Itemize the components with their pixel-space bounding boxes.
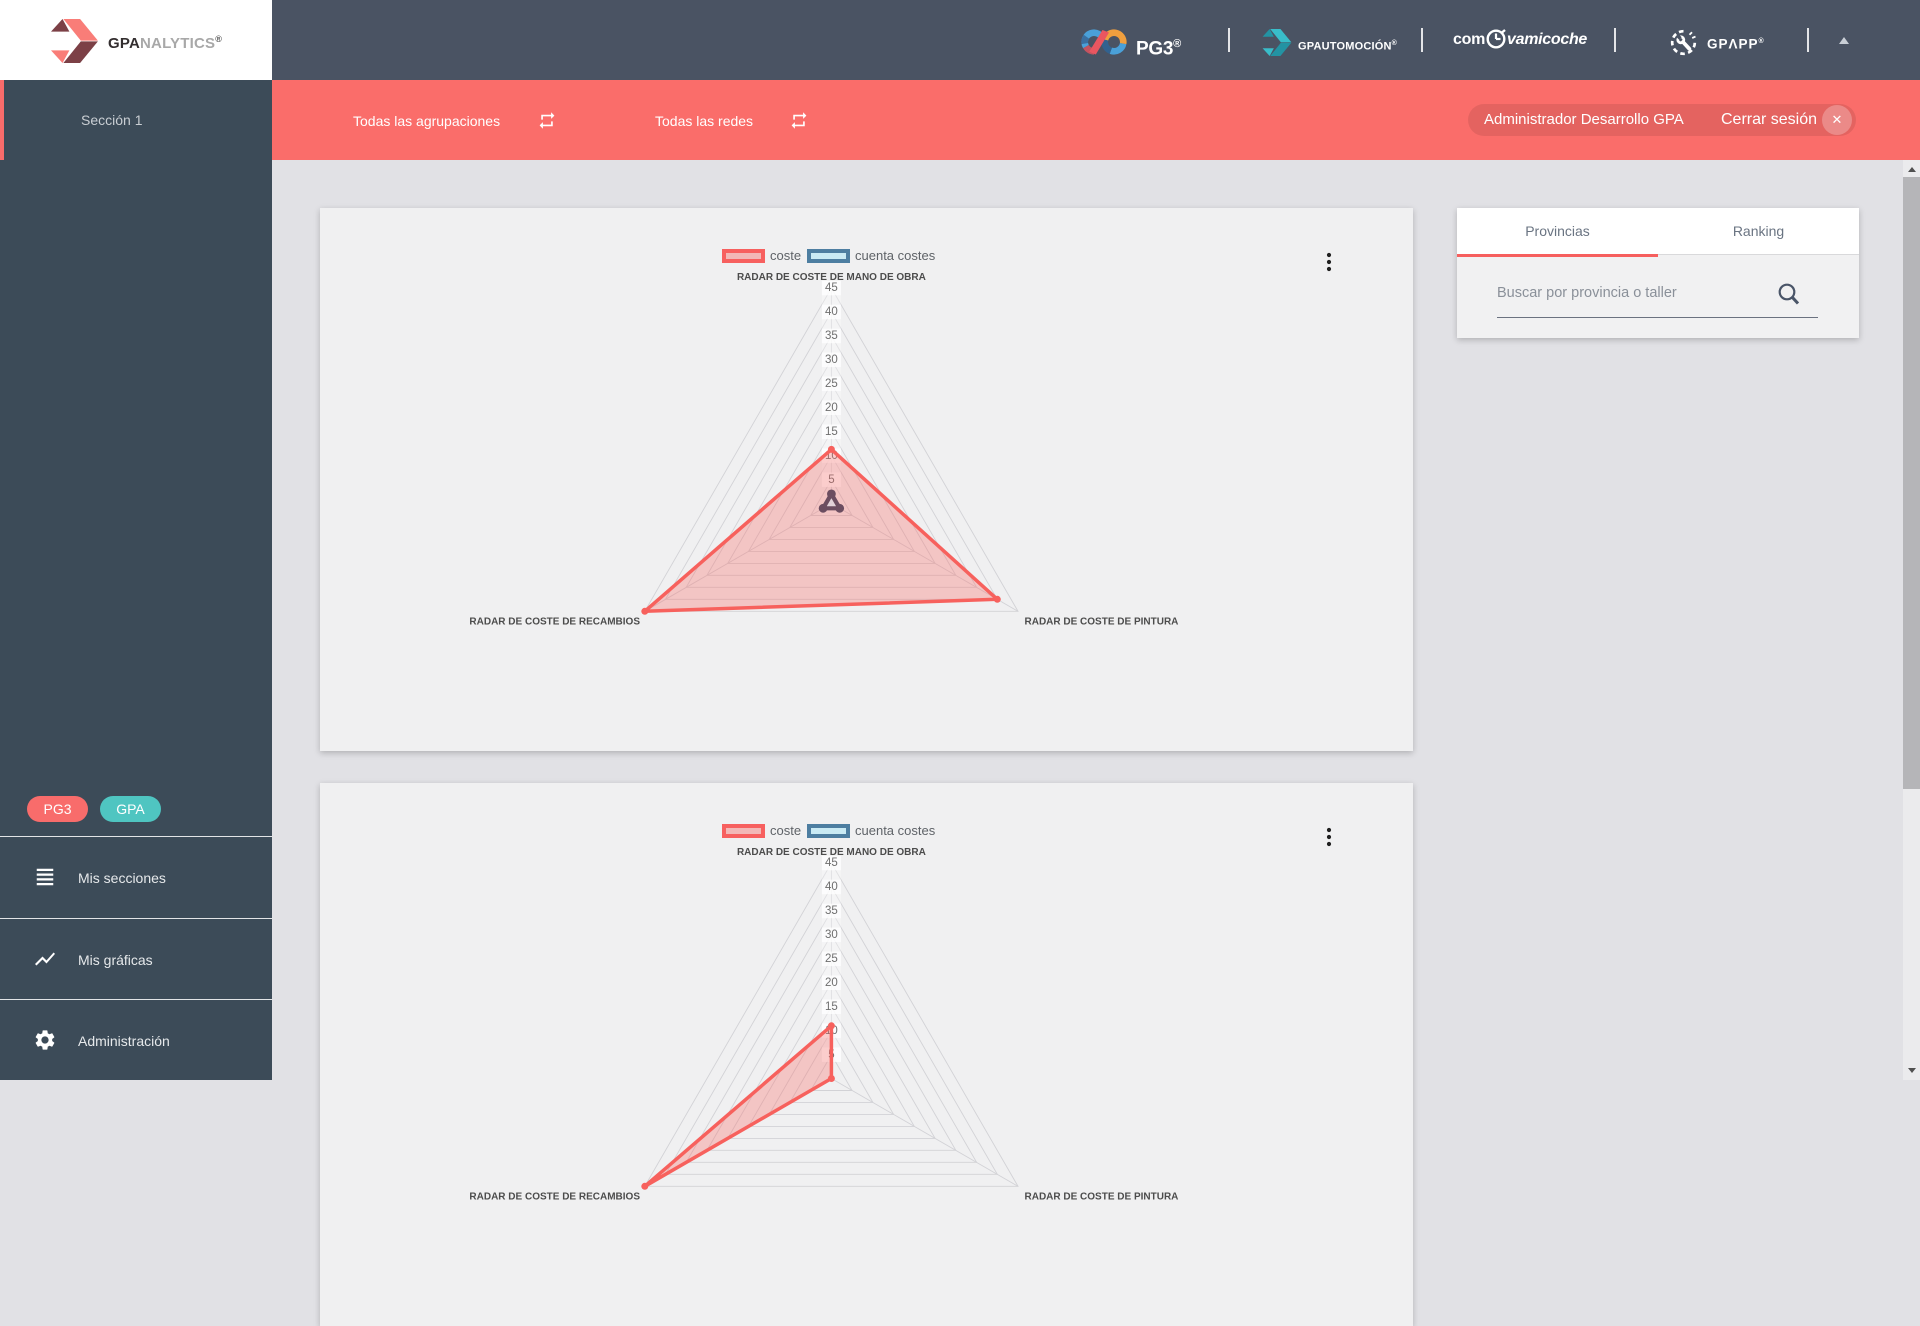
svg-text:35: 35 xyxy=(825,330,838,342)
svg-text:30: 30 xyxy=(825,929,838,941)
svg-text:20: 20 xyxy=(825,977,838,989)
svg-text:45: 45 xyxy=(825,282,838,294)
svg-text:25: 25 xyxy=(825,953,838,965)
svg-text:30: 30 xyxy=(825,354,838,366)
svg-text:15: 15 xyxy=(825,1001,838,1013)
svg-text:45: 45 xyxy=(825,857,838,869)
svg-text:RADAR DE COSTE DE PINTURA: RADAR DE COSTE DE PINTURA xyxy=(1025,616,1179,627)
svg-text:40: 40 xyxy=(825,881,838,893)
svg-text:RADAR DE COSTE DE RECAMBIOS: RADAR DE COSTE DE RECAMBIOS xyxy=(469,616,640,627)
svg-text:15: 15 xyxy=(825,426,838,438)
svg-text:5: 5 xyxy=(828,474,834,486)
svg-text:RADAR DE COSTE DE MANO DE OBRA: RADAR DE COSTE DE MANO DE OBRA xyxy=(737,272,926,283)
svg-text:RADAR DE COSTE DE MANO DE OBRA: RADAR DE COSTE DE MANO DE OBRA xyxy=(737,847,926,858)
svg-text:20: 20 xyxy=(825,402,838,414)
svg-text:RADAR DE COSTE DE PINTURA: RADAR DE COSTE DE PINTURA xyxy=(1025,1191,1179,1202)
svg-text:RADAR DE COSTE DE RECAMBIOS: RADAR DE COSTE DE RECAMBIOS xyxy=(469,1191,640,1202)
svg-text:25: 25 xyxy=(825,378,838,390)
svg-text:35: 35 xyxy=(825,905,838,917)
svg-text:40: 40 xyxy=(825,306,838,318)
